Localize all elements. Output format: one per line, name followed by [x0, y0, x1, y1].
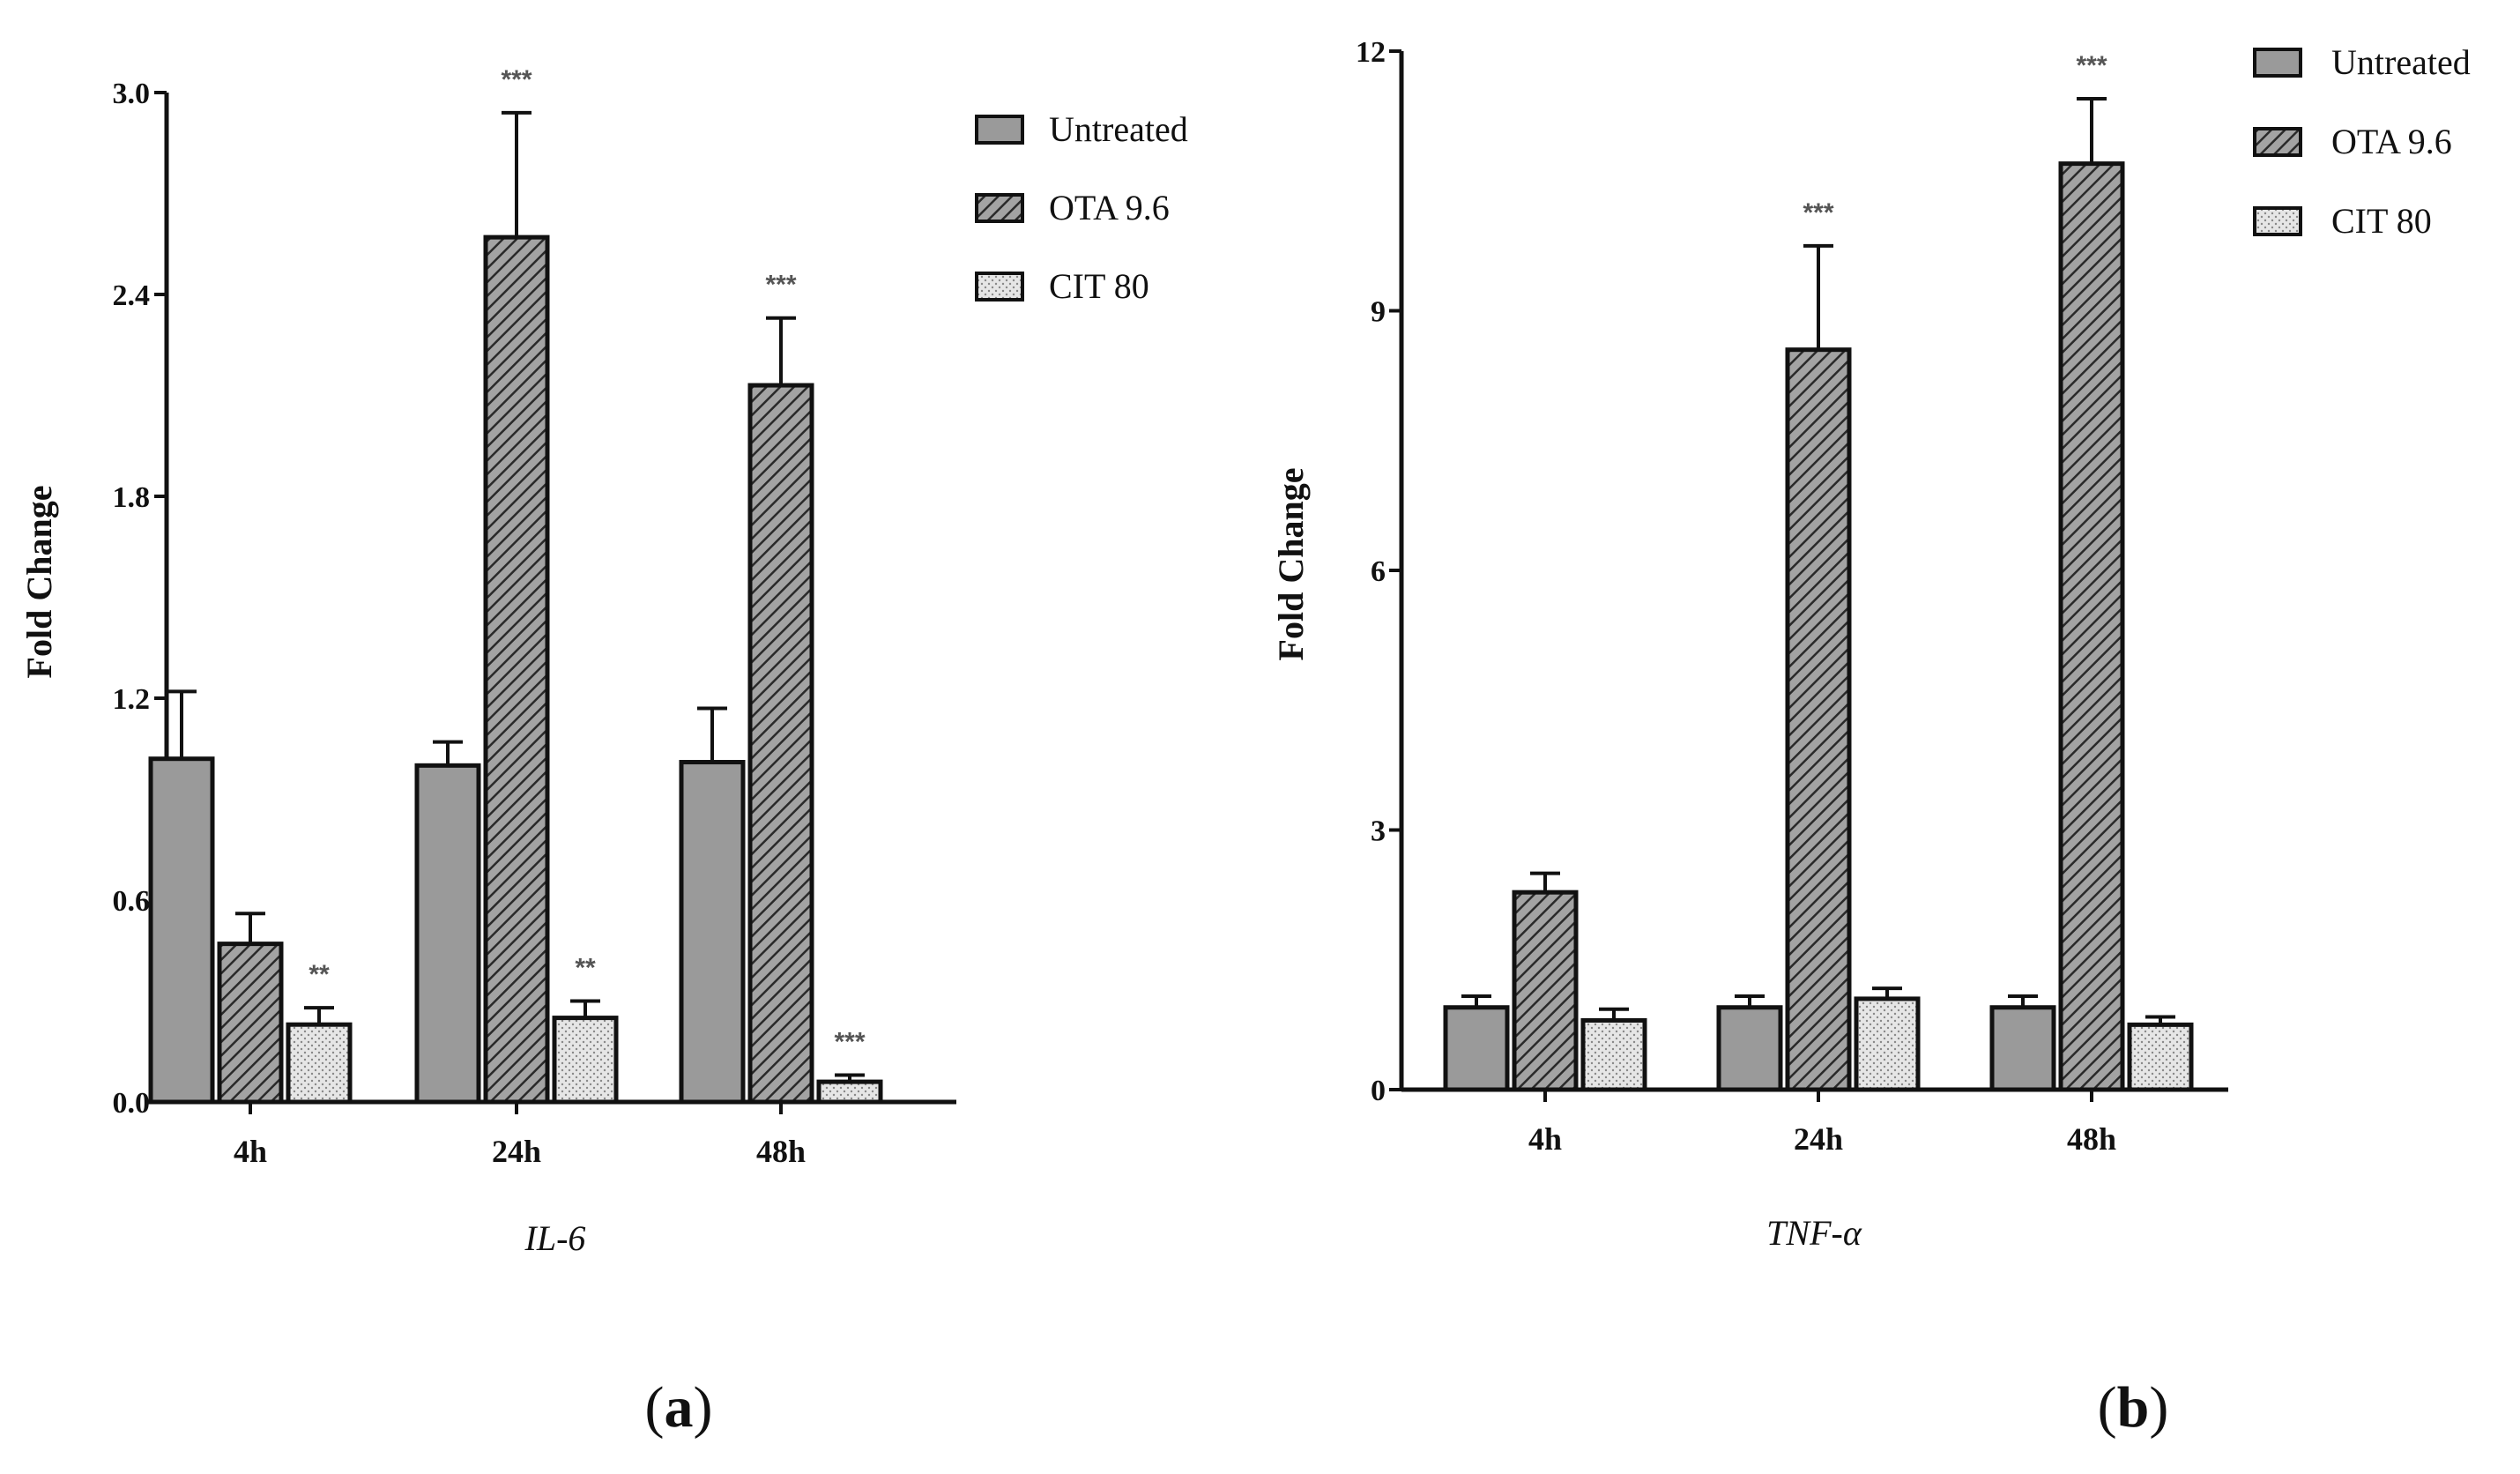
panel-a-x-axis-label: IL-6 [524, 1218, 586, 1258]
panel-a-il6-chart: 0.00.61.21.82.43.0 ************* 4h 24h 48… [19, 65, 1188, 1440]
y-tick-label: 1.8 [113, 481, 151, 514]
x-tick-label-48h: 48h [2067, 1121, 2116, 1157]
panel-a-axes [164, 93, 956, 1105]
y-tick-label: 3 [1371, 815, 1386, 848]
panel-a-y-axis-label: Fold Change [19, 486, 59, 679]
x-tick-label-48h: 48h [756, 1134, 806, 1169]
panel-a-letter-text: a [665, 1375, 694, 1440]
bar-untreated-24h [1716, 1005, 1783, 1092]
panel-b-legend: Untreated OTA 9.6 CIT 80 [2253, 42, 2471, 241]
x-tick-label-4h: 4h [1528, 1121, 1562, 1157]
panel-a-legend-swatch-untreated [975, 115, 1024, 145]
panel-b-bars: *** *** [1443, 51, 2194, 1092]
panel-b-legend-label-cit: CIT 80 [2331, 201, 2432, 241]
bar-ota-9-6-4h [217, 942, 284, 1105]
bar-ota-9-6-24h [1785, 347, 1852, 1092]
panel-b-legend-label-ota: OTA 9.6 [2331, 122, 2452, 161]
panel-a-legend-swatch-cit [975, 272, 1024, 302]
y-tick-label: 6 [1371, 555, 1386, 588]
bar-untreated-4h [148, 756, 215, 1105]
panel-a-legend-swatch-ota [975, 193, 1024, 223]
y-tick-label: 12 [1356, 36, 1386, 69]
bar-untreated-24h [414, 763, 481, 1105]
bar-untreated-48h [1989, 1005, 2056, 1092]
x-tick-label-4h: 4h [234, 1134, 267, 1169]
y-tick-label: 0.6 [113, 885, 151, 918]
significance-cit-80-4h: ** [308, 960, 330, 989]
panel-a-y-ticks: 0.0 0.6 1.2 1.8 2.4 3.0 [113, 78, 167, 1120]
panel-b-x-ticks: 4h 24h 48h [1528, 1090, 2116, 1157]
panel-b-letter: (b) [2098, 1375, 2169, 1440]
bar-ota-9-6-48h [747, 383, 814, 1105]
panel-a-legend-label-cit: CIT 80 [1049, 266, 1149, 306]
bar-cit-80-24h [1854, 996, 1921, 1092]
bar-untreated-48h [679, 760, 746, 1105]
x-tick-label-24h: 24h [1794, 1121, 1843, 1157]
panel-b-tnfa-chart: 0 3 6 9 12 *** *** 4h 24h 48h Fold Change TNF-α… [1271, 36, 2471, 1440]
bar-cit-80-4h [286, 1022, 353, 1105]
panel-b-legend-label-untreated: Untreated [2331, 42, 2471, 82]
bar-cit-80-24h [552, 1016, 619, 1105]
panel-b-legend-swatch-untreated [2253, 48, 2302, 78]
significance-cit-80-24h: ** [575, 954, 596, 983]
significance-ota-9-6-24h: *** [501, 65, 532, 94]
panel-a-legend-label-untreated: Untreated [1049, 109, 1188, 149]
bar-cit-80-4h [1580, 1017, 1647, 1092]
bar-ota-9-6-4h [1512, 890, 1579, 1092]
y-tick-label: 0 [1371, 1075, 1386, 1107]
panel-b-legend-swatch-ota [2253, 127, 2302, 157]
significance-cit-80-48h: *** [834, 1027, 865, 1056]
significance-ota-9-6-48h: *** [2076, 51, 2107, 80]
y-tick-label: 3.0 [113, 78, 151, 110]
x-tick-label-24h: 24h [492, 1134, 541, 1169]
panel-a-legend-label-ota: OTA 9.6 [1049, 188, 1170, 227]
panel-b-x-axis-label: TNF-α [1766, 1213, 1862, 1253]
panel-a-x-ticks: 4h 24h 48h [234, 1102, 806, 1169]
y-tick-label: 9 [1371, 296, 1386, 329]
bar-cit-80-48h [816, 1079, 883, 1105]
y-tick-label: 1.2 [113, 683, 151, 716]
panel-a-letter: (a) [645, 1375, 713, 1440]
panel-b-y-ticks: 0 3 6 9 12 [1356, 36, 1401, 1107]
significance-ota-9-6-24h: *** [1803, 198, 1833, 227]
y-tick-label: 0.0 [113, 1087, 151, 1120]
bar-ota-9-6-48h [2058, 161, 2125, 1092]
y-tick-label: 2.4 [113, 279, 151, 312]
bar-cit-80-48h [2127, 1022, 2194, 1092]
panel-b-letter-text: b [2117, 1375, 2150, 1440]
bar-ota-9-6-24h [483, 234, 550, 1105]
panel-b-y-axis-label: Fold Change [1271, 468, 1311, 661]
bar-untreated-4h [1443, 1005, 1510, 1092]
panel-a-bars: ************* [148, 65, 883, 1105]
panel-a-legend: Untreated OTA 9.6 CIT 80 [975, 109, 1188, 306]
significance-ota-9-6-48h: *** [765, 271, 796, 300]
panel-b-legend-swatch-cit [2253, 206, 2302, 236]
